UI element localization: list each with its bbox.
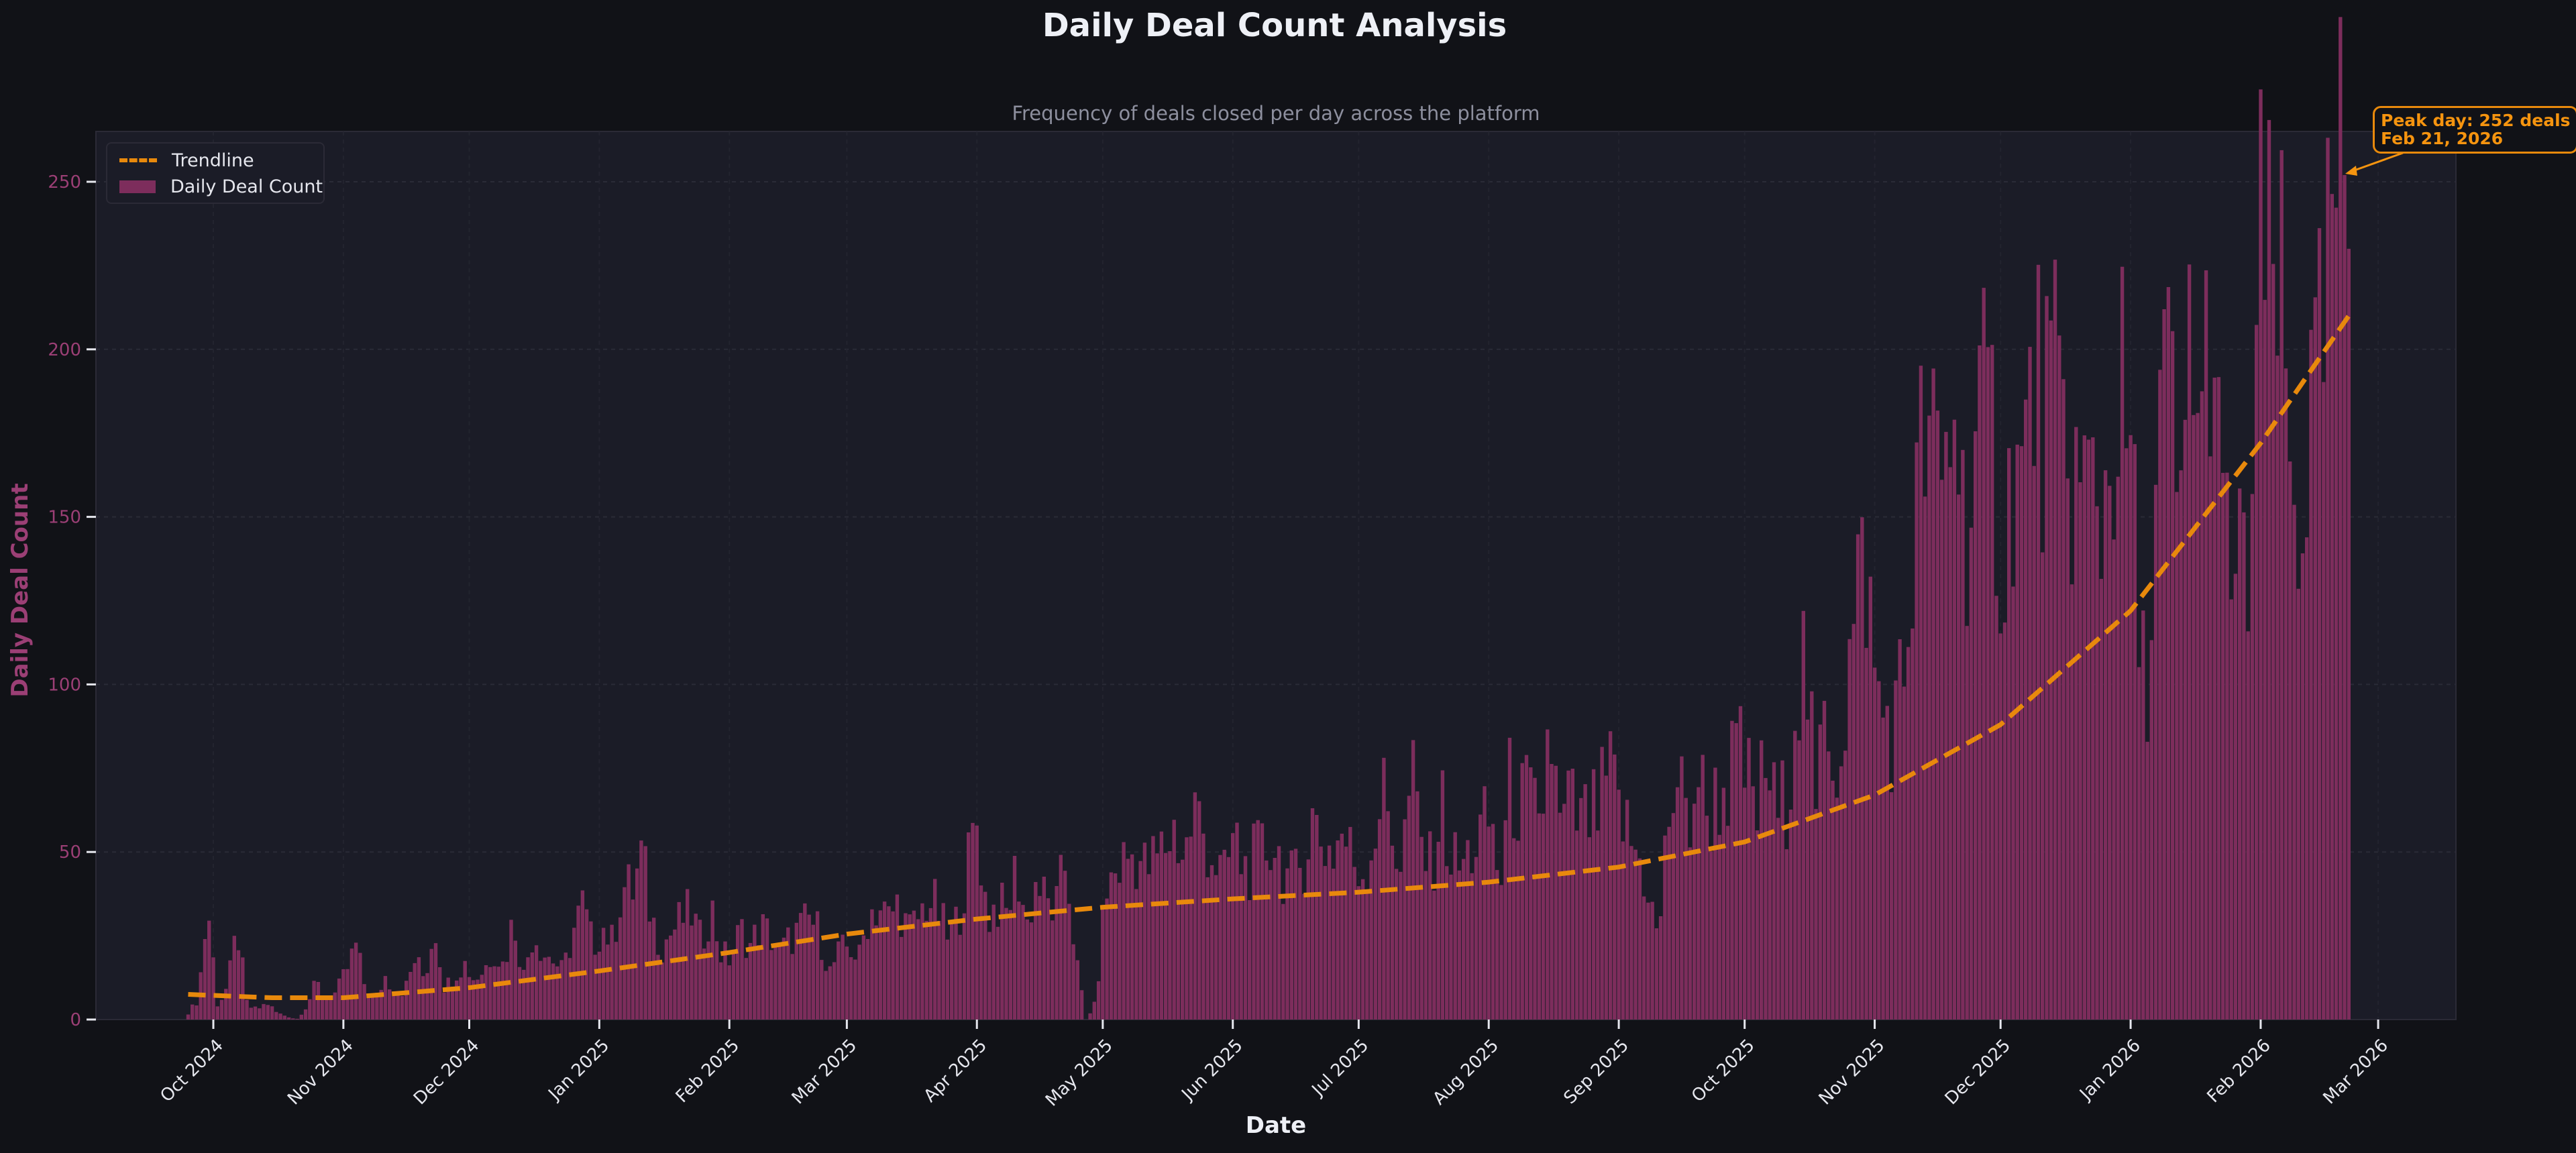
svg-text:Jan 2025: Jan 2025 [544, 1036, 614, 1105]
svg-text:Feb 2025: Feb 2025 [672, 1036, 743, 1107]
peak-annotation-value: Peak day: 252 deals [2381, 111, 2571, 130]
svg-text:200: 200 [48, 340, 81, 360]
svg-text:100: 100 [48, 675, 81, 695]
legend-item-daily-deal-count: Daily Deal Count [119, 175, 323, 198]
svg-text:Jun 2025: Jun 2025 [1177, 1036, 1247, 1105]
svg-text:250: 250 [48, 172, 81, 193]
bar-swatch-icon [119, 180, 156, 193]
svg-text:Feb 2026: Feb 2026 [2204, 1036, 2275, 1107]
svg-text:0: 0 [70, 1010, 81, 1030]
svg-text:Jan 2026: Jan 2026 [2075, 1036, 2145, 1105]
svg-text:Mar 2026: Mar 2026 [2319, 1036, 2392, 1109]
svg-text:Oct 2025: Oct 2025 [1688, 1036, 1759, 1107]
svg-text:Aug 2025: Aug 2025 [1429, 1036, 1503, 1109]
svg-text:Apr 2025: Apr 2025 [920, 1036, 991, 1107]
svg-text:Nov 2025: Nov 2025 [1815, 1036, 1889, 1109]
y-axis-label: Daily Deal Count [7, 483, 34, 698]
chart-title: Daily Deal Count Analysis [1042, 7, 1507, 44]
legend-label: Daily Deal Count [170, 176, 323, 197]
svg-text:Jul 2025: Jul 2025 [1307, 1036, 1373, 1101]
dashed-line-icon [119, 158, 157, 162]
legend-label: Trendline [172, 150, 254, 171]
svg-text:Nov 2024: Nov 2024 [284, 1036, 358, 1109]
svg-text:May 2025: May 2025 [1042, 1036, 1117, 1111]
x-axis-label: Date [1245, 1112, 1307, 1139]
legend: Trendline Daily Deal Count [106, 142, 325, 204]
annotation-arrow [2345, 152, 2404, 176]
svg-text:50: 50 [59, 842, 81, 863]
x-axis: Oct 2024 Nov 2024 Dec 2024 Jan 2025 Feb 2025… [156, 1020, 2392, 1111]
chart-subtitle: Frequency of deals closed per day across… [1012, 102, 1540, 125]
peak-annotation: Peak day: 252 deals Feb 21, 2026 [2373, 106, 2576, 154]
svg-text:Dec 2025: Dec 2025 [1941, 1036, 2015, 1109]
svg-text:Oct 2024: Oct 2024 [156, 1036, 227, 1107]
y-axis: 0 50 100 150 200 250 [48, 172, 96, 1030]
svg-text:Mar 2025: Mar 2025 [788, 1036, 861, 1109]
svg-text:Dec 2024: Dec 2024 [410, 1036, 483, 1109]
legend-item-trendline: Trendline [119, 149, 254, 172]
svg-text:Sep 2025: Sep 2025 [1560, 1036, 1633, 1108]
svg-text:150: 150 [48, 508, 81, 528]
peak-annotation-date: Feb 21, 2026 [2381, 129, 2504, 148]
trendline [188, 314, 2351, 1001]
